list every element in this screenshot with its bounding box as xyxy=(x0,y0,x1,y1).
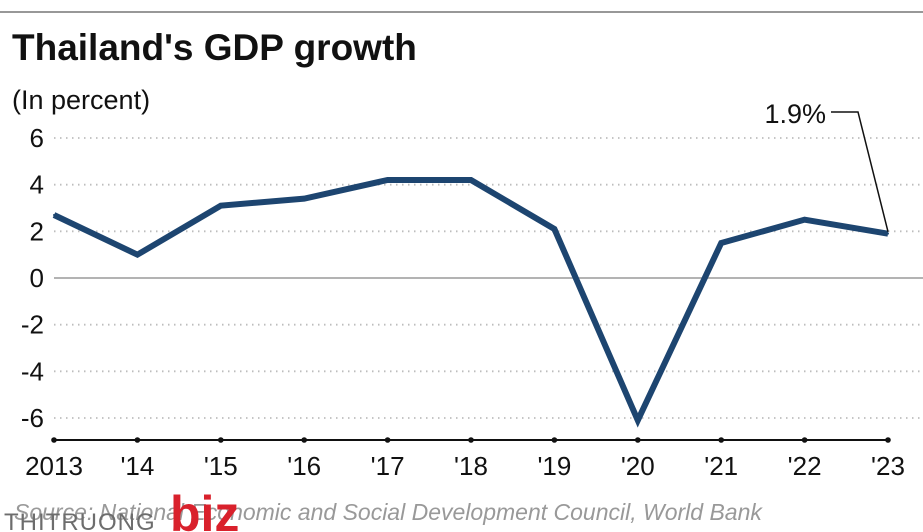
annotation-layer: 1.9% xyxy=(764,99,889,232)
x-tick-label: '19 xyxy=(537,451,571,481)
x-tick-label: '21 xyxy=(704,451,738,481)
x-tick-mark xyxy=(718,437,724,443)
data-point xyxy=(553,228,556,230)
watermark-text: THITRUONG xyxy=(4,509,156,532)
data-point xyxy=(219,204,222,207)
x-tick-label: '18 xyxy=(454,451,488,481)
x-tick-mark xyxy=(301,437,308,443)
data-point xyxy=(136,253,139,256)
x-tick-label: '16 xyxy=(287,451,321,481)
x-tick-mark xyxy=(468,437,474,443)
annotation-leader-line xyxy=(831,111,889,232)
x-tick-label: '20 xyxy=(621,451,655,481)
x-tick-label: '23 xyxy=(871,451,905,481)
x-tick-label: '14 xyxy=(120,451,154,481)
data-point xyxy=(636,419,639,422)
y-tick-label: 4 xyxy=(30,170,44,200)
watermark-logo: THITRUONG biz xyxy=(4,486,239,532)
x-tick-label: '22 xyxy=(788,451,822,481)
x-tick-mark xyxy=(384,437,391,443)
chart-title: Thailand's GDP growth xyxy=(12,27,417,68)
series-layer xyxy=(52,177,889,428)
x-tick-mark xyxy=(51,437,57,443)
chart-subtitle: (In percent) xyxy=(12,85,150,115)
y-tick-label: 2 xyxy=(30,216,44,246)
y-tick-label: -2 xyxy=(21,310,44,340)
y-tick-label: -4 xyxy=(21,356,44,386)
y-tick-label: 6 xyxy=(30,123,44,153)
x-tick-mark xyxy=(551,437,558,443)
data-point xyxy=(803,218,806,221)
source-note: Source: National Economic and Social Dev… xyxy=(14,499,763,525)
x-tick-mark xyxy=(801,437,808,443)
data-point xyxy=(470,179,472,181)
x-tick-mark xyxy=(635,437,641,443)
x-tick-label: 2013 xyxy=(25,451,83,481)
y-axis-ticks: 6 4 2 0 -2 -4 -6 xyxy=(21,123,44,433)
watermark-accent: biz xyxy=(170,486,239,532)
data-point xyxy=(887,232,889,235)
series-line xyxy=(52,177,889,428)
x-tick-label: '15 xyxy=(204,451,238,481)
y-tick-label: 0 xyxy=(30,263,44,293)
data-point xyxy=(386,179,389,181)
data-point xyxy=(303,197,306,200)
gridlines xyxy=(54,137,923,419)
x-tick-mark xyxy=(134,437,141,443)
x-axis-ticks: 2013 '14 '15 '16 '17 '18 '19 '20 '21 '22 '23 xyxy=(25,437,905,481)
x-tick-label: '17 xyxy=(371,451,405,481)
annotation-label: 1.9% xyxy=(764,99,826,129)
data-point xyxy=(720,242,723,244)
x-tick-mark xyxy=(885,437,891,443)
data-point xyxy=(53,214,55,216)
x-tick-mark xyxy=(218,437,224,443)
y-tick-label: -6 xyxy=(21,403,44,433)
